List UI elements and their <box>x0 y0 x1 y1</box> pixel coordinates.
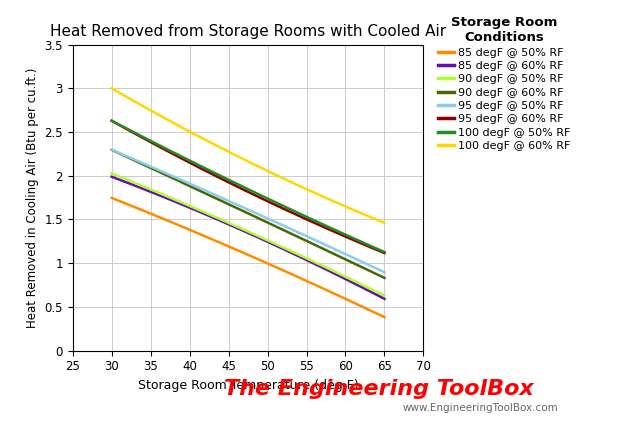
Text: The Engineering ToolBox: The Engineering ToolBox <box>224 379 534 399</box>
Legend: 85 degF @ 50% RF, 85 degF @ 60% RF, 90 degF @ 50% RF, 90 degF @ 60% RF, 95 degF : 85 degF @ 50% RF, 85 degF @ 60% RF, 90 d… <box>439 16 571 151</box>
Y-axis label: Heat Removed in Cooling Air (Btu per cu.ft.): Heat Removed in Cooling Air (Btu per cu.… <box>26 68 39 328</box>
Title: Heat Removed from Storage Rooms with Cooled Air: Heat Removed from Storage Rooms with Coo… <box>50 24 446 39</box>
Text: www.EngineeringToolBox.com: www.EngineeringToolBox.com <box>403 403 558 413</box>
X-axis label: Storage Room Temperature (deg F): Storage Room Temperature (deg F) <box>138 379 358 392</box>
